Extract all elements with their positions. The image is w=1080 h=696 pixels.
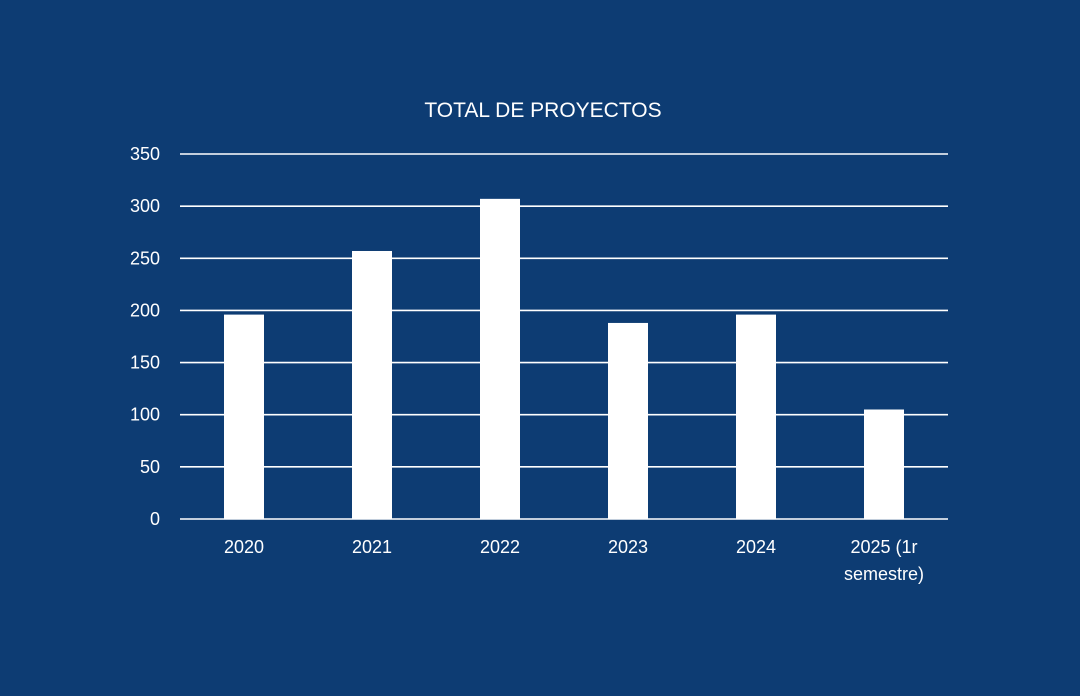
x-axis-tick-labels: 2020 2021 2022 2023 2024 2025 (1r semestre)	[224, 537, 924, 584]
y-tick-label: 250	[130, 248, 160, 268]
y-tick-label: 300	[130, 196, 160, 216]
x-tick-label-line: 2021	[352, 537, 392, 557]
x-tick-label-line: 2020	[224, 537, 264, 557]
y-tick-label: 50	[140, 457, 160, 477]
x-tick-label: 2021	[352, 537, 392, 557]
x-tick-label-line: 2022	[480, 537, 520, 557]
x-tick-label-line: semestre)	[844, 564, 924, 584]
x-tick-label-line: 2025 (1r	[850, 537, 917, 557]
x-tick-label: 2025 (1r semestre)	[844, 537, 924, 584]
x-tick-label-line: 2024	[736, 537, 776, 557]
y-axis-tick-labels: 0 50 100 150 200 250 300 350	[130, 144, 160, 529]
x-tick-label: 2024	[736, 537, 776, 557]
x-tick-label: 2022	[480, 537, 520, 557]
bars	[224, 198, 904, 520]
x-tick-label-line: 2023	[608, 537, 648, 557]
bar-2021	[352, 250, 392, 519]
bar-2024	[736, 314, 776, 519]
bar-2023	[608, 322, 648, 519]
gridlines	[180, 153, 948, 520]
chart-title: TOTAL DE PROYECTOS	[424, 99, 661, 122]
y-tick-label: 100	[130, 405, 160, 425]
y-tick-label: 200	[130, 300, 160, 320]
y-tick-label: 0	[150, 509, 160, 529]
y-tick-label: 350	[130, 144, 160, 164]
y-tick-label: 150	[130, 353, 160, 373]
bar-2025	[864, 409, 904, 519]
x-tick-label: 2023	[608, 537, 648, 557]
bar-2020	[224, 314, 264, 519]
x-tick-label: 2020	[224, 537, 264, 557]
bar-2022	[480, 198, 520, 520]
